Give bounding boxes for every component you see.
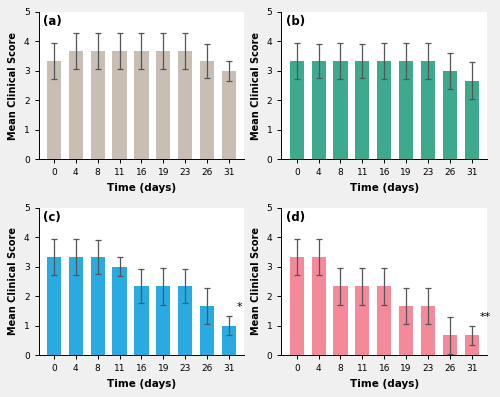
Bar (47, 257, 61, 355)
Bar (421, 306, 435, 355)
X-axis label: Time (days): Time (days) (107, 183, 176, 193)
Text: (c): (c) (43, 210, 60, 224)
Bar (200, 61, 214, 159)
Bar (222, 326, 236, 355)
Text: *: * (236, 302, 242, 312)
X-axis label: Time (days): Time (days) (350, 183, 419, 193)
Bar (156, 51, 170, 159)
Bar (442, 335, 457, 355)
Bar (290, 61, 304, 159)
Bar (134, 51, 148, 159)
Y-axis label: Mean Clinical Score: Mean Clinical Score (8, 32, 18, 140)
Bar (464, 335, 479, 355)
Text: (b): (b) (286, 15, 304, 28)
Bar (377, 61, 392, 159)
X-axis label: Time (days): Time (days) (107, 379, 176, 389)
Bar (90, 51, 105, 159)
Y-axis label: Mean Clinical Score: Mean Clinical Score (251, 32, 261, 140)
Text: **: ** (480, 312, 490, 322)
Bar (355, 286, 370, 355)
Bar (134, 286, 148, 355)
Text: (d): (d) (286, 210, 304, 224)
Bar (156, 286, 170, 355)
Bar (312, 257, 326, 355)
Bar (464, 81, 479, 159)
Bar (47, 61, 61, 159)
Bar (90, 257, 105, 355)
Bar (112, 266, 126, 355)
Bar (290, 257, 304, 355)
Bar (112, 51, 126, 159)
Text: (a): (a) (43, 15, 62, 28)
Bar (178, 286, 192, 355)
Bar (68, 257, 83, 355)
Y-axis label: Mean Clinical Score: Mean Clinical Score (251, 227, 261, 335)
Bar (442, 71, 457, 159)
Bar (334, 286, 347, 355)
Bar (68, 51, 83, 159)
Bar (399, 61, 413, 159)
X-axis label: Time (days): Time (days) (350, 379, 419, 389)
Bar (399, 306, 413, 355)
Bar (178, 51, 192, 159)
Bar (312, 61, 326, 159)
Bar (222, 71, 236, 159)
Bar (355, 61, 370, 159)
Y-axis label: Mean Clinical Score: Mean Clinical Score (8, 227, 18, 335)
Bar (377, 286, 392, 355)
Bar (421, 61, 435, 159)
Bar (200, 306, 214, 355)
Bar (334, 61, 347, 159)
